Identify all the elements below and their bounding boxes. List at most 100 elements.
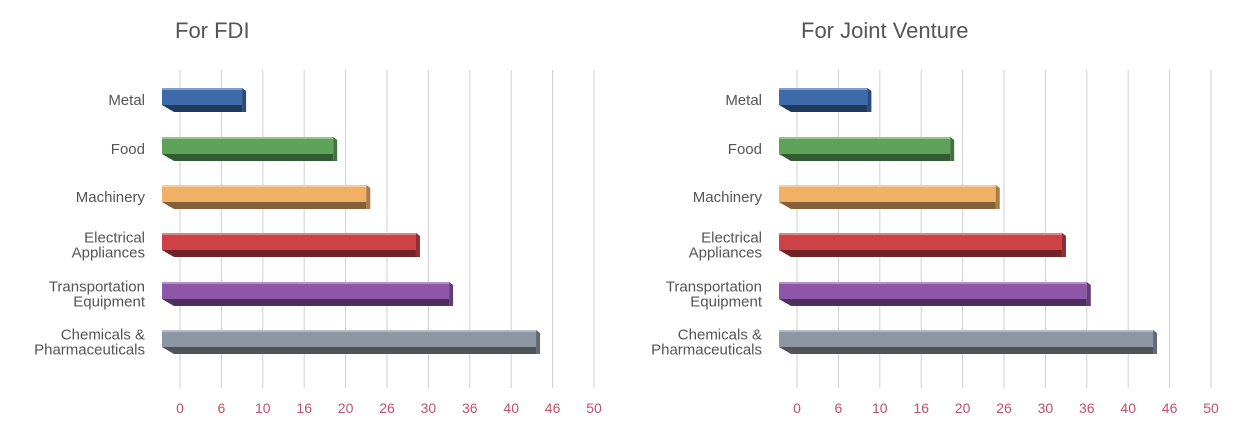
chart-plot: 0 6 10 16 20 26 30 36 40 46 50 Metal Food Machinery El… — [651, 70, 1219, 416]
bar-bottom-face — [162, 202, 367, 209]
bar-front-face — [162, 185, 367, 202]
bar-end-cap — [449, 282, 454, 306]
bar-bottom-face — [779, 347, 1154, 354]
category-label: Chemicals & Pharmaceuticals — [651, 327, 762, 359]
x-tick-label: 26 — [996, 400, 1012, 416]
category-label: Transportation Equipment — [49, 279, 146, 311]
x-tick-label: 6 — [835, 400, 843, 416]
bar-bottom-face — [162, 105, 243, 112]
x-tick-label: 20 — [955, 400, 971, 416]
bar-end-cap — [1153, 330, 1158, 354]
x-tick-label: 40 — [503, 400, 519, 416]
bar-end-cap — [1086, 282, 1091, 306]
x-tick-label: 0 — [176, 400, 184, 416]
chart-title: For FDI — [175, 18, 250, 43]
x-tick-label: 20 — [338, 400, 354, 416]
bar-end-cap — [867, 88, 872, 112]
x-tick-label: 6 — [218, 400, 226, 416]
bar-front-face — [779, 88, 868, 105]
category-label: Food — [111, 141, 145, 158]
bar-front-face — [779, 282, 1087, 299]
category-label: Food — [728, 141, 762, 158]
bar-front-face — [162, 88, 243, 105]
chart-title: For Joint Venture — [801, 18, 969, 43]
bar-highlight — [779, 330, 1154, 332]
bar-end-cap — [950, 137, 955, 161]
bar-end-cap — [536, 330, 541, 354]
x-tick-label: 30 — [1038, 400, 1054, 416]
bar-highlight — [162, 185, 367, 187]
bar — [779, 88, 872, 112]
bar — [162, 282, 454, 306]
bar-highlight — [162, 330, 537, 332]
bar-end-cap — [333, 137, 338, 161]
bar-front-face — [162, 330, 537, 347]
x-tick-label: 46 — [1162, 400, 1178, 416]
bar-end-cap — [1061, 233, 1066, 257]
bar-front-face — [779, 233, 1062, 250]
bar-highlight — [162, 137, 334, 139]
category-label: Electrical Appliances — [72, 230, 145, 262]
bar — [162, 185, 371, 209]
bar-bottom-face — [162, 154, 334, 161]
bar — [779, 185, 1000, 209]
bar-bottom-face — [162, 250, 416, 257]
chart-plot: 0 6 10 16 20 26 30 36 40 46 50 Metal Food Machinery El… — [34, 70, 602, 416]
x-tick-label: 0 — [793, 400, 801, 416]
bar-highlight — [779, 282, 1087, 284]
bar-highlight — [162, 233, 416, 235]
bar-bottom-face — [779, 105, 868, 112]
bar-highlight — [779, 88, 868, 90]
x-tick-label: 46 — [545, 400, 561, 416]
bar — [779, 282, 1091, 306]
bar-highlight — [162, 282, 450, 284]
x-tick-label: 26 — [379, 400, 395, 416]
bar-highlight — [162, 88, 243, 90]
x-tick-label: 50 — [1203, 400, 1219, 416]
bar-bottom-face — [779, 154, 951, 161]
bar — [162, 233, 420, 257]
x-tick-label: 16 — [913, 400, 929, 416]
bar — [779, 233, 1066, 257]
x-tick-label: 36 — [462, 400, 478, 416]
bar-end-cap — [995, 185, 1000, 209]
bar-highlight — [779, 137, 951, 139]
bar — [779, 137, 955, 161]
bar-front-face — [779, 330, 1154, 347]
bar-end-cap — [366, 185, 371, 209]
chart-joint-venture: For Joint Venture 0 6 10 16 20 26 30 36 40 46 50 Me… — [617, 0, 1234, 421]
category-label: Metal — [108, 92, 145, 109]
bar-bottom-face — [162, 299, 450, 306]
x-tick-label: 10 — [255, 400, 271, 416]
bar-end-cap — [415, 233, 420, 257]
bar-bottom-face — [779, 250, 1062, 257]
bar — [779, 330, 1158, 354]
bar-highlight — [779, 233, 1062, 235]
bar-front-face — [162, 282, 450, 299]
bar-end-cap — [242, 88, 247, 112]
bar — [162, 137, 338, 161]
category-label: Machinery — [693, 189, 763, 206]
bar-front-face — [779, 137, 951, 154]
category-label: Electrical Appliances — [689, 230, 762, 262]
bar — [162, 330, 541, 354]
category-label: Chemicals & Pharmaceuticals — [34, 327, 145, 359]
x-tick-label: 10 — [872, 400, 888, 416]
bar-front-face — [162, 137, 334, 154]
category-label: Transportation Equipment — [666, 279, 763, 311]
category-label: Machinery — [76, 189, 146, 206]
bar-bottom-face — [779, 202, 996, 209]
bar-bottom-face — [779, 299, 1087, 306]
category-label: Metal — [725, 92, 762, 109]
bar-highlight — [779, 185, 996, 187]
bar — [162, 88, 247, 112]
chart-fdi: For FDI 0 6 10 16 20 26 30 36 40 46 50 Metal Food Mac… — [34, 18, 602, 416]
x-tick-label: 40 — [1120, 400, 1136, 416]
x-tick-label: 16 — [296, 400, 312, 416]
x-tick-label: 30 — [421, 400, 437, 416]
x-tick-label: 50 — [586, 400, 602, 416]
bar-front-face — [162, 233, 416, 250]
bar-bottom-face — [162, 347, 537, 354]
bar-front-face — [779, 185, 996, 202]
x-tick-label: 36 — [1079, 400, 1095, 416]
